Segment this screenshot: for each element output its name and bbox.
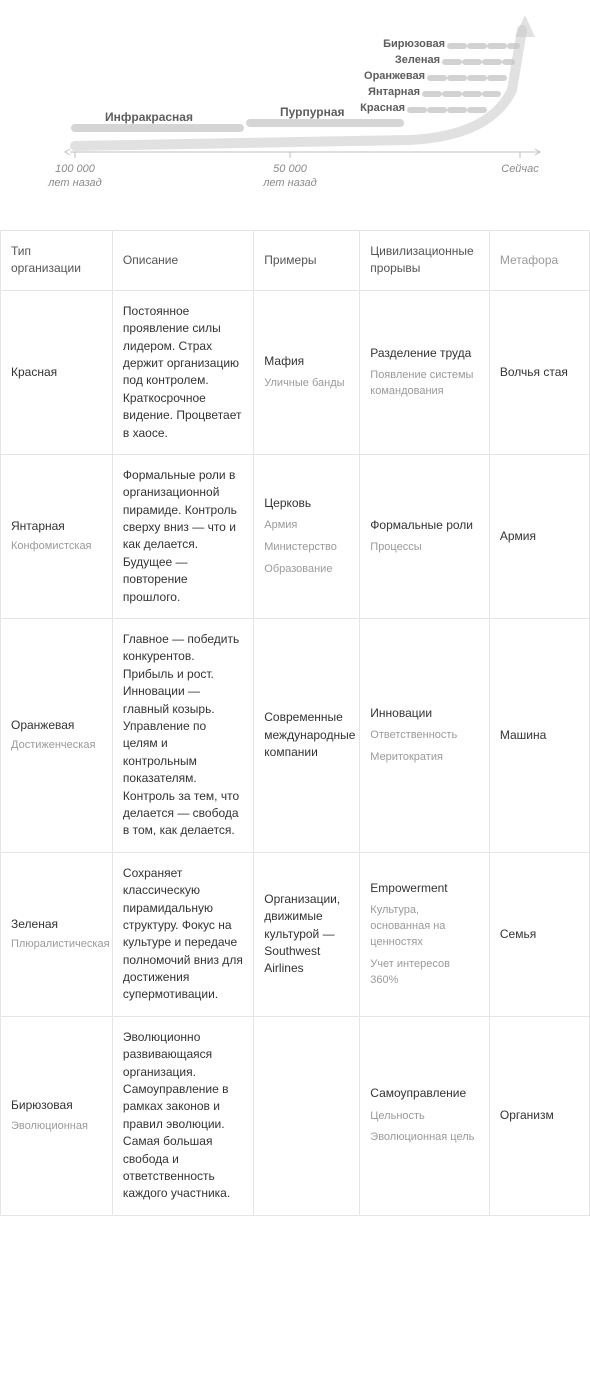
cell-breakthroughs: СамоуправлениеЦельностьЭволюционная цель bbox=[360, 1016, 490, 1215]
axis-label: Сейчас bbox=[480, 162, 560, 176]
cell-metaphor: Организм bbox=[489, 1016, 589, 1215]
axis-label: 50 000лет назад bbox=[250, 162, 330, 191]
cell-metaphor: Волчья стая bbox=[489, 290, 589, 454]
cell-breakthroughs: Разделение трудаПоявление системы команд… bbox=[360, 290, 490, 454]
stage-label: Бирюзовая bbox=[370, 38, 445, 50]
table-body: КраснаяПостоянное проявление силы лидеро… bbox=[1, 290, 590, 1215]
table-row: БирюзоваяЭволюционнаяЭволюционно развива… bbox=[1, 1016, 590, 1215]
column-header: Тип организации bbox=[1, 231, 113, 291]
cell-description: Главное — победить конкурентов. Прибыль … bbox=[112, 619, 253, 853]
table-row: ОранжеваяДостиженческаяГлавное — победит… bbox=[1, 619, 590, 853]
cell-type: Красная bbox=[1, 290, 113, 454]
stage-label: Красная bbox=[330, 102, 405, 114]
column-header: Цивилизационные прорывы bbox=[360, 231, 490, 291]
cell-examples: Организации, движимые культурой — Southw… bbox=[254, 852, 360, 1016]
cell-examples: МафияУличные банды bbox=[254, 290, 360, 454]
column-header: Описание bbox=[112, 231, 253, 291]
cell-metaphor: Семья bbox=[489, 852, 589, 1016]
cell-breakthroughs: ИнновацииОтветственностьМеритократия bbox=[360, 619, 490, 853]
table-header-row: Тип организацииОписаниеПримерыЦивилизаци… bbox=[1, 231, 590, 291]
cell-type: ОранжеваяДостиженческая bbox=[1, 619, 113, 853]
stage-label: Зеленая bbox=[365, 54, 440, 66]
cell-description: Эволюционно развивающаяся организация. С… bbox=[112, 1016, 253, 1215]
axis-label: 100 000лет назад bbox=[35, 162, 115, 191]
organization-types-table: Тип организацииОписаниеПримерыЦивилизаци… bbox=[0, 230, 590, 1216]
column-header: Примеры bbox=[254, 231, 360, 291]
cell-type: ЗеленаяПлюралистическая bbox=[1, 852, 113, 1016]
table-row: ЗеленаяПлюралистическаяСохраняет классич… bbox=[1, 852, 590, 1016]
cell-type: ЯнтарнаяКонфомистская bbox=[1, 454, 113, 618]
cell-type: БирюзоваяЭволюционная bbox=[1, 1016, 113, 1215]
cell-description: Постоянное проявление силы лидером. Стра… bbox=[112, 290, 253, 454]
cell-breakthroughs: Формальные ролиПроцессы bbox=[360, 454, 490, 618]
cell-description: Формальные роли в организационной пирами… bbox=[112, 454, 253, 618]
stage-label: Янтарная bbox=[345, 86, 420, 98]
table-row: ЯнтарнаяКонфомистскаяФормальные роли в о… bbox=[1, 454, 590, 618]
cell-metaphor: Машина bbox=[489, 619, 589, 853]
stage-label: Оранжевая bbox=[350, 70, 425, 82]
cell-examples: ЦерковьАрмияМинистерствоОбразование bbox=[254, 454, 360, 618]
cell-description: Сохраняет классическую пирамидальную стр… bbox=[112, 852, 253, 1016]
cell-examples: Современные международные компании bbox=[254, 619, 360, 853]
cell-examples bbox=[254, 1016, 360, 1215]
cell-breakthroughs: EmpowermentКультура, основанная на ценно… bbox=[360, 852, 490, 1016]
period-label: Инфракрасная bbox=[105, 110, 193, 124]
table-row: КраснаяПостоянное проявление силы лидеро… bbox=[1, 290, 590, 454]
timeline-chart: 100 000лет назад 50 000лет назад Сейчас Инф… bbox=[10, 0, 580, 210]
column-header: Метафора bbox=[489, 231, 589, 291]
cell-metaphor: Армия bbox=[489, 454, 589, 618]
